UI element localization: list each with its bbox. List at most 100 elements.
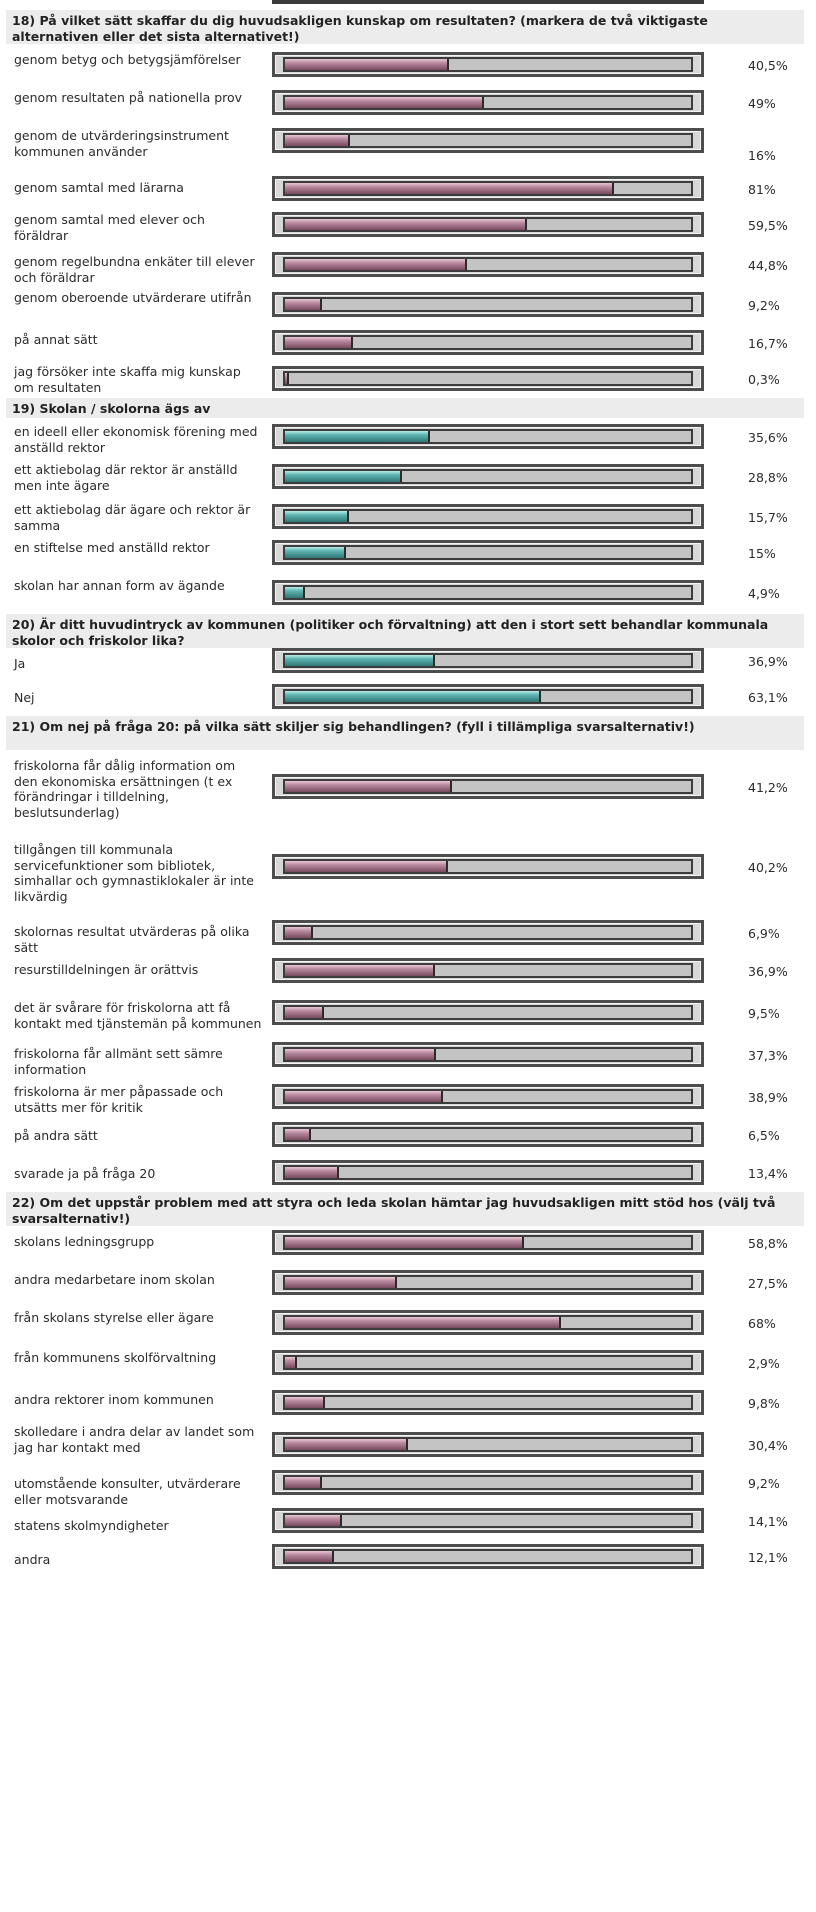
answer-label: från skolans styrelse eller ägare <box>14 1310 214 1325</box>
bar-inner-frame <box>283 181 693 196</box>
answer-label: genom oberoende utvärderare utifrån <box>14 290 252 305</box>
percent-label: 9,2% <box>748 1476 780 1491</box>
bar <box>285 373 289 384</box>
percent-label: 38,9% <box>748 1090 788 1105</box>
answer-label: på andra sätt <box>14 1128 98 1143</box>
bar-frame <box>272 366 704 391</box>
answer-label: tillgången till kommunala servicefunktio… <box>14 842 254 904</box>
percent-label: 9,2% <box>748 298 780 313</box>
previous-bar-fragment <box>272 0 704 4</box>
bar-inner-frame <box>283 371 693 386</box>
bar-frame <box>272 1270 704 1295</box>
bar-inner-frame <box>283 859 693 874</box>
bar <box>285 1551 335 1562</box>
percent-label: 40,5% <box>748 58 788 73</box>
answer-label: en ideell eller ekonomisk förening med a… <box>14 424 258 455</box>
bar <box>285 1007 324 1018</box>
bar-inner-frame <box>283 689 693 704</box>
bar-frame <box>272 1000 704 1025</box>
bar-inner-frame <box>283 585 693 600</box>
bar <box>285 1397 325 1408</box>
percent-label: 58,8% <box>748 1236 788 1251</box>
answer-label: Ja <box>14 656 26 671</box>
bar <box>285 219 527 230</box>
percent-label: 41,2% <box>748 780 788 795</box>
bar <box>285 655 435 666</box>
answer-label: friskolorna är mer påpassade och utsätts… <box>14 1084 224 1115</box>
bar <box>285 431 430 442</box>
bar-frame <box>272 1160 704 1185</box>
percent-label: 6,5% <box>748 1128 780 1143</box>
bar-inner-frame <box>283 1395 693 1410</box>
bar-frame <box>272 854 704 879</box>
answer-label: på annat sätt <box>14 332 98 347</box>
bar <box>285 259 467 270</box>
answer-label: ett aktiebolag där ägare och rektor är s… <box>14 502 251 533</box>
answer-label: skolledare i andra delar av landet som j… <box>14 1424 255 1455</box>
bar-frame <box>272 580 704 605</box>
percent-label: 4,9% <box>748 586 780 601</box>
percent-label: 30,4% <box>748 1438 788 1453</box>
bar <box>285 691 542 702</box>
answer-label: genom de utvärderingsinstrument kommunen… <box>14 128 229 159</box>
percent-label: 40,2% <box>748 860 788 875</box>
bar-frame <box>272 330 704 355</box>
percent-label: 68% <box>748 1316 776 1331</box>
bar <box>285 1439 409 1450</box>
percent-label: 49% <box>748 96 776 111</box>
bar <box>285 1091 443 1102</box>
bar-frame <box>272 464 704 489</box>
answer-label: friskolorna får allmänt sett sämre infor… <box>14 1046 223 1077</box>
question-heading: 18) På vilket sätt skaffar du dig huvuds… <box>6 10 804 44</box>
question-heading: 20) Är ditt huvudintryck av kommunen (po… <box>6 614 804 648</box>
bar <box>285 135 350 146</box>
bar <box>285 1515 343 1526</box>
answer-label: svarade ja på fråga 20 <box>14 1166 156 1181</box>
bar-frame <box>272 1508 704 1533</box>
percent-label: 36,9% <box>748 964 788 979</box>
bar-frame <box>272 920 704 945</box>
bar <box>285 547 346 558</box>
bar-inner-frame <box>283 509 693 524</box>
percent-label: 15,7% <box>748 510 788 525</box>
bar-inner-frame <box>283 1549 693 1564</box>
percent-label: 16% <box>748 148 776 163</box>
answer-label: genom regelbundna enkäter till elever oc… <box>14 254 255 285</box>
bar-inner-frame <box>283 963 693 978</box>
bar-inner-frame <box>283 257 693 272</box>
bar-frame <box>272 252 704 277</box>
bar <box>285 587 305 598</box>
bar <box>285 1129 312 1140</box>
bar-inner-frame <box>283 1089 693 1104</box>
bar-inner-frame <box>283 1315 693 1330</box>
percent-label: 9,8% <box>748 1396 780 1411</box>
bar-inner-frame <box>283 1355 693 1370</box>
bar <box>285 97 484 108</box>
bar-frame <box>272 958 704 983</box>
percent-label: 36,9% <box>748 654 788 669</box>
answer-label: andra <box>14 1552 51 1567</box>
percent-label: 44,8% <box>748 258 788 273</box>
bar-frame <box>272 1230 704 1255</box>
bar <box>285 861 449 872</box>
bar <box>285 1357 297 1368</box>
bar <box>285 1277 397 1288</box>
bar <box>285 927 313 938</box>
bar <box>285 471 402 482</box>
bar-frame <box>272 1544 704 1569</box>
percent-label: 2,9% <box>748 1356 780 1371</box>
bar <box>285 781 453 792</box>
bar-frame <box>272 212 704 237</box>
bar-inner-frame <box>283 297 693 312</box>
bar <box>285 183 614 194</box>
bar <box>285 1317 562 1328</box>
bar <box>285 1049 437 1060</box>
bar-inner-frame <box>283 57 693 72</box>
bar-inner-frame <box>283 545 693 560</box>
bar <box>285 1477 323 1488</box>
answer-label: andra medarbetare inom skolan <box>14 1272 215 1287</box>
bar <box>285 59 450 70</box>
question-heading: 19) Skolan / skolorna ägs av <box>6 398 804 418</box>
answer-label: Nej <box>14 690 35 705</box>
percent-label: 0,3% <box>748 372 780 387</box>
